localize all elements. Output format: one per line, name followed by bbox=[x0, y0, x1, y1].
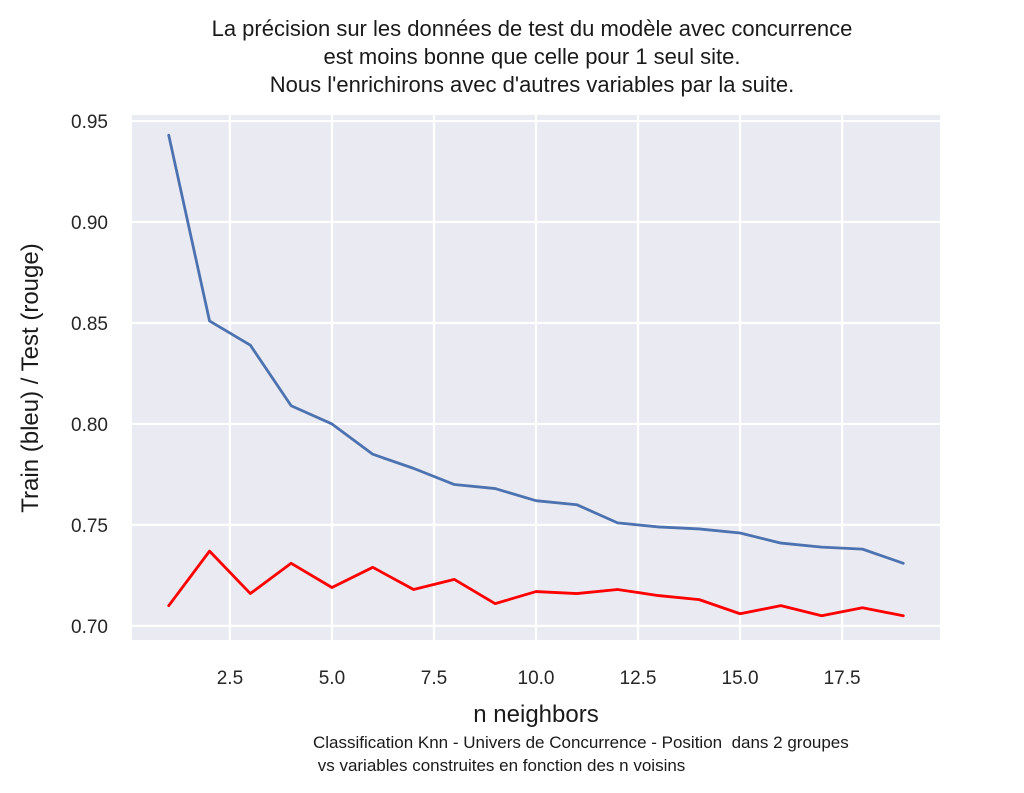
y-tick-label: 0.80 bbox=[71, 415, 108, 436]
x-tick-label: 12.5 bbox=[620, 668, 657, 689]
y-axis-ticks: 0.70 0.75 0.80 0.85 0.90 0.95 bbox=[71, 112, 108, 638]
chart-title-line-3: Nous l'enrichirons avec d'autres variabl… bbox=[270, 72, 794, 97]
y-tick-label: 0.95 bbox=[71, 112, 108, 133]
caption-line-2: vs variables construites en fonction des… bbox=[313, 756, 685, 775]
series-lines bbox=[167, 133, 905, 618]
y-tick-label: 0.90 bbox=[71, 213, 108, 234]
caption-line-1: Classification Knn - Univers de Concurre… bbox=[313, 733, 849, 752]
chart-title: La précision sur les données de test du … bbox=[212, 16, 853, 97]
y-tick-label: 0.85 bbox=[71, 314, 108, 335]
test-series-line bbox=[167, 549, 905, 618]
x-tick-label: 2.5 bbox=[217, 668, 243, 689]
x-axis-label: n neighbors bbox=[473, 701, 598, 728]
x-axis-ticks: 2.5 5.0 7.5 10.0 12.5 15.0 17.5 bbox=[217, 668, 861, 689]
x-tick-label: 15.0 bbox=[722, 668, 759, 689]
x-tick-label: 7.5 bbox=[421, 668, 447, 689]
train-series-line bbox=[167, 133, 905, 565]
x-tick-label: 10.0 bbox=[518, 668, 555, 689]
y-tick-label: 0.70 bbox=[71, 617, 108, 638]
x-tick-label: 5.0 bbox=[319, 668, 345, 689]
y-axis-label: Train (bleu) / Test (rouge) bbox=[17, 243, 44, 512]
x-tick-label: 17.5 bbox=[824, 668, 861, 689]
y-tick-label: 0.75 bbox=[71, 516, 108, 537]
chart-title-line-2: est moins bonne que celle pour 1 seul si… bbox=[323, 44, 740, 69]
grid bbox=[132, 115, 940, 640]
chart-title-line-1: La précision sur les données de test du … bbox=[212, 16, 853, 41]
